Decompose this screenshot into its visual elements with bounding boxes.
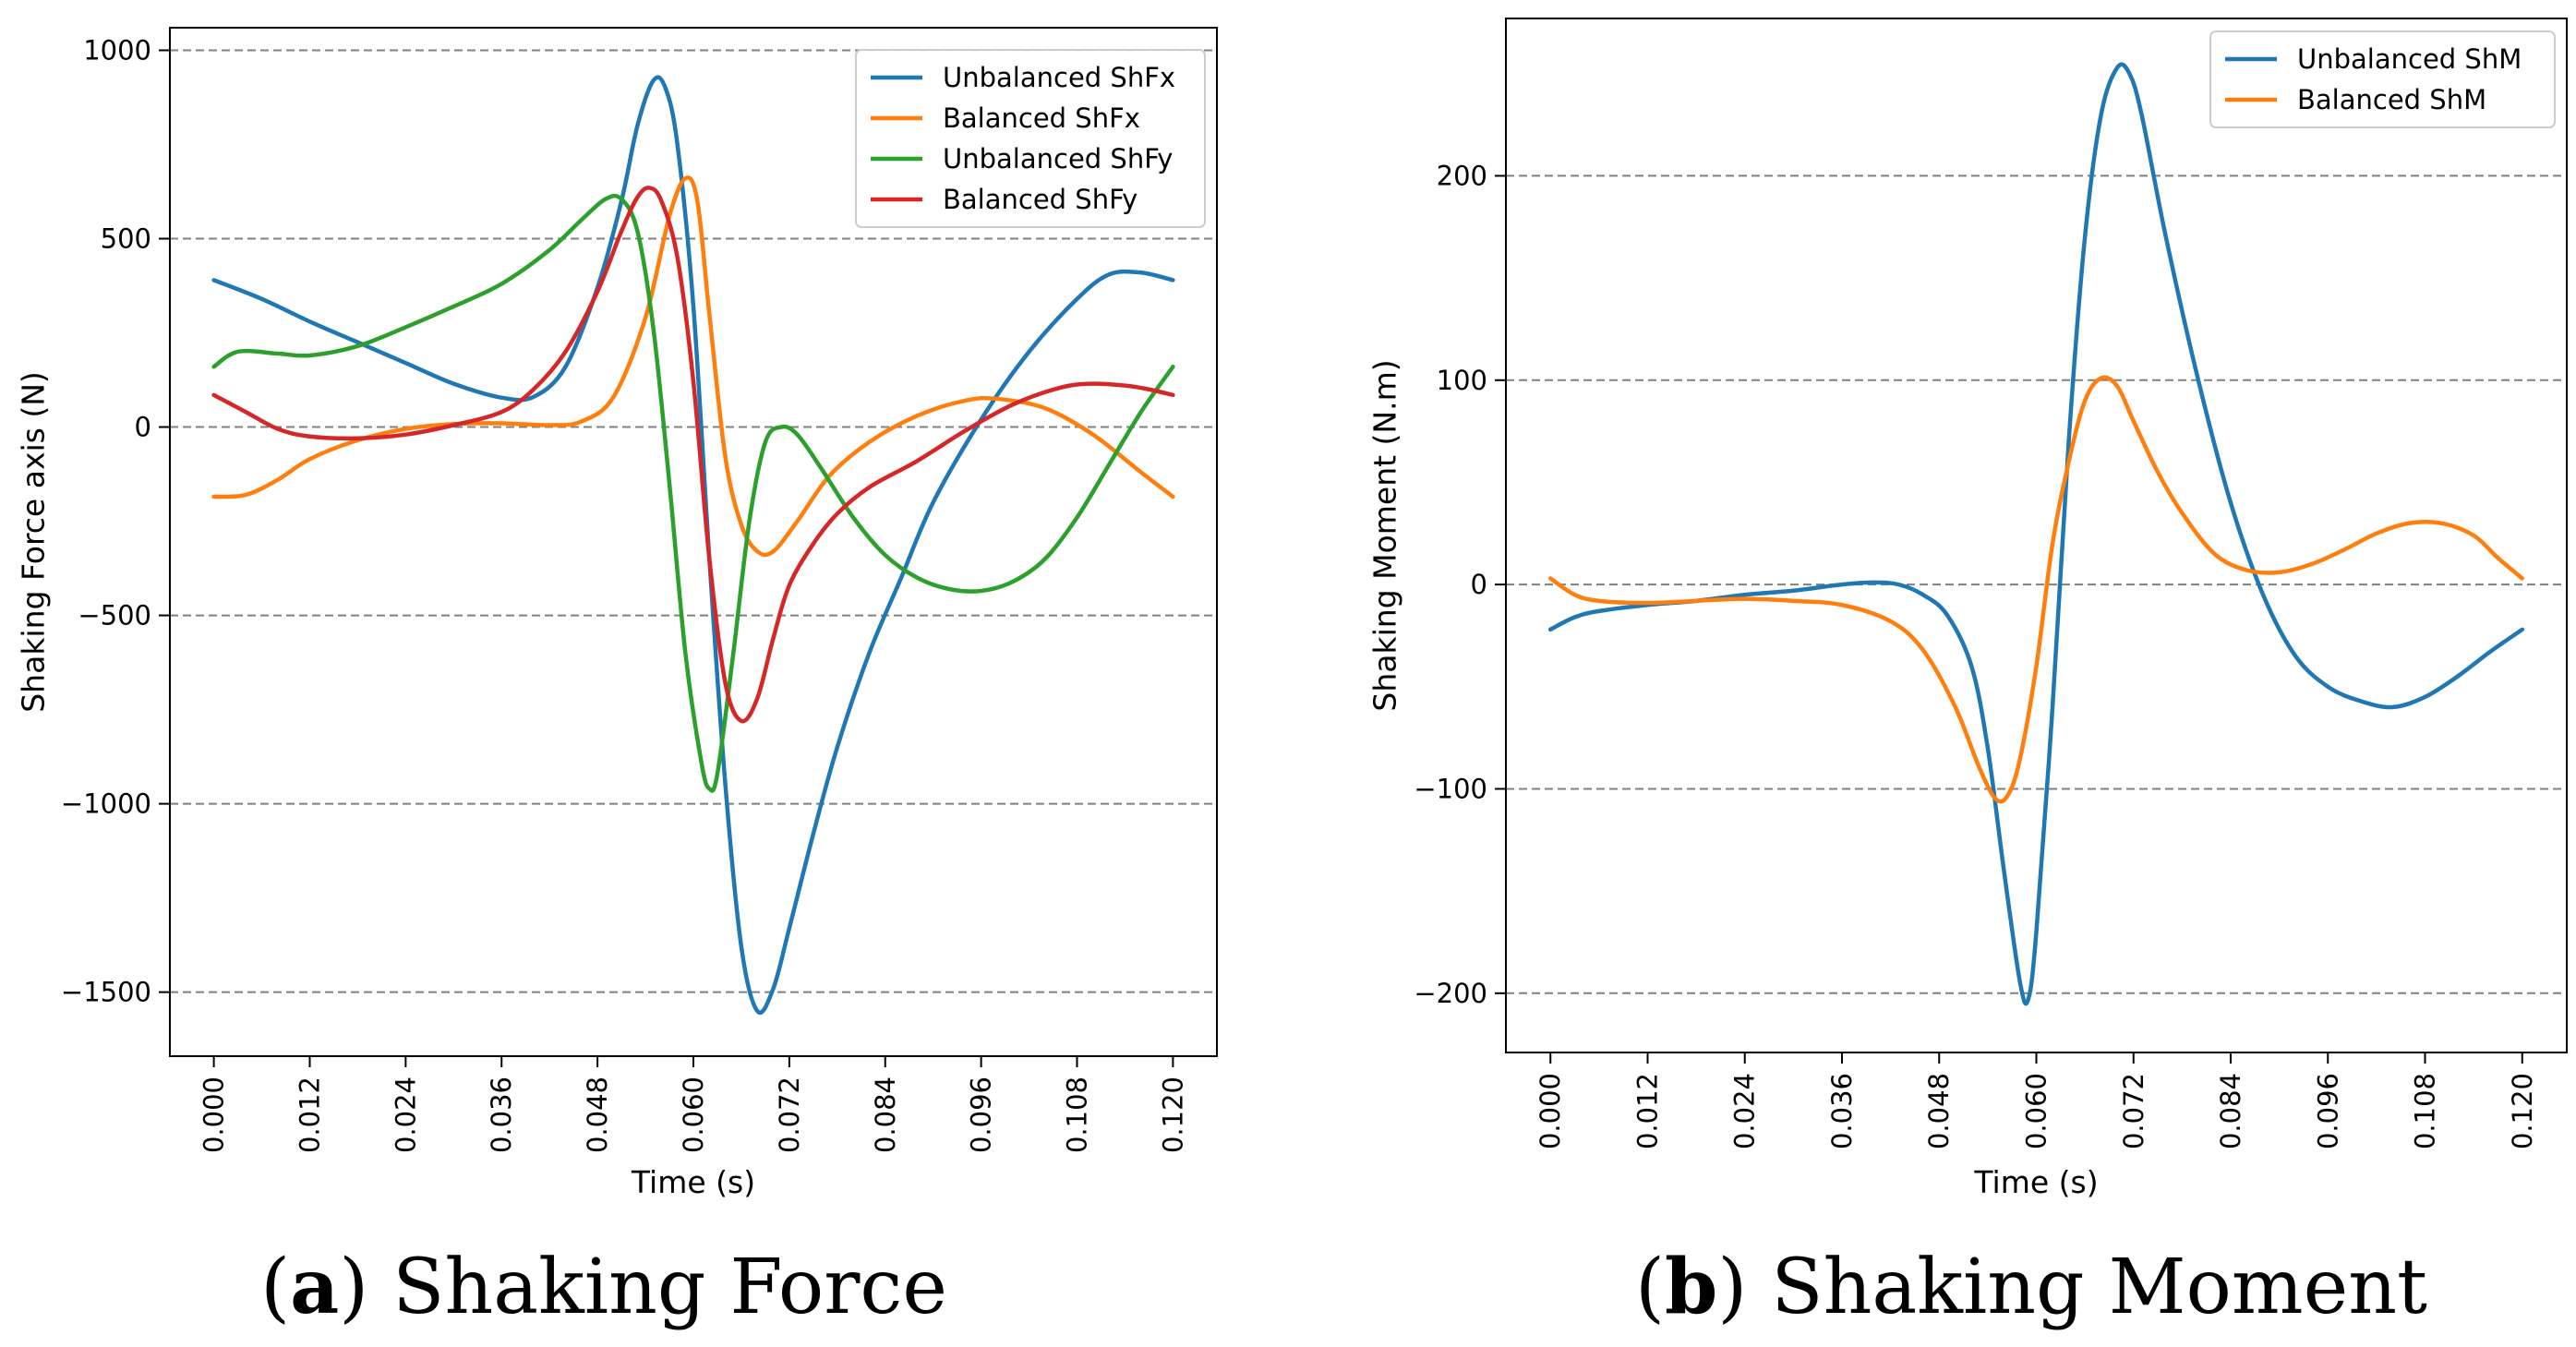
- x-tick-label: 0.084: [870, 1076, 901, 1153]
- x-tick-label: 0.120: [1157, 1076, 1188, 1153]
- x-tick-label: 0.108: [1062, 1076, 1093, 1153]
- legend-label: Balanced ShM: [2297, 84, 2486, 115]
- x-tick-label: 0.048: [1923, 1073, 1955, 1149]
- y-tick-label: 0: [1471, 569, 1487, 600]
- x-tick-label: 0.072: [774, 1076, 805, 1153]
- x-tick-label: 0.012: [1631, 1073, 1663, 1149]
- x-tick-label: 0.024: [390, 1076, 421, 1153]
- y-axis-label: Shaking Moment (N.m): [1367, 359, 1403, 711]
- series-line: [1547, 375, 2525, 804]
- legend-label: Balanced ShFy: [943, 184, 1138, 215]
- y-tick-label: 0: [135, 412, 151, 443]
- x-tick-label: 0.060: [2021, 1073, 2052, 1149]
- legend: Unbalanced ShM Balanced ShM: [2209, 30, 2556, 128]
- x-tick-label: 0.084: [2215, 1073, 2246, 1149]
- y-tick-label: −1000: [61, 788, 151, 820]
- x-tick-label: 0.000: [1535, 1073, 1566, 1149]
- legend-label: Unbalanced ShFx: [943, 62, 1175, 93]
- legend-label: Unbalanced ShM: [2297, 43, 2522, 75]
- series-line: [211, 186, 1175, 724]
- x-tick-label: 0.072: [2118, 1073, 2149, 1149]
- caption-letter: a: [290, 1243, 339, 1331]
- y-tick-label: 1000: [83, 34, 151, 66]
- x-tick-label: 0.012: [294, 1076, 325, 1153]
- x-tick-label: 0.060: [678, 1076, 709, 1153]
- x-axis-label: Time (s): [1973, 1164, 2098, 1200]
- x-tick-label: 0.096: [2312, 1073, 2343, 1149]
- x-tick-label: 0.036: [1826, 1073, 1858, 1149]
- x-tick-label: 0.108: [2410, 1073, 2441, 1149]
- series-line: [1547, 62, 2525, 1006]
- y-tick-label: −1500: [61, 977, 151, 1008]
- y-tick-label: 500: [101, 223, 151, 255]
- y-tick-label: 100: [1437, 365, 1487, 396]
- y-tick-label: −100: [1414, 773, 1487, 804]
- y-tick-label: −500: [78, 600, 151, 631]
- series-line: [211, 175, 1175, 558]
- x-axis-label: Time (s): [631, 1164, 755, 1200]
- x-tick-label: 0.096: [966, 1076, 997, 1153]
- x-tick-label: 0.120: [2507, 1073, 2538, 1149]
- series-line: [211, 75, 1175, 1015]
- x-tick-label: 0.048: [582, 1076, 613, 1153]
- legend-box: [855, 49, 1206, 228]
- legend-label: Unbalanced ShFy: [943, 143, 1173, 174]
- caption-text: Shaking Force: [392, 1244, 947, 1331]
- panel-caption: (b) Shaking Moment: [1635, 1243, 2427, 1331]
- series-line: [211, 193, 1175, 793]
- y-tick-label: −200: [1414, 978, 1487, 1009]
- caption-text: Shaking Moment: [1771, 1244, 2427, 1331]
- panel-caption: (a) Shaking Force: [260, 1243, 947, 1331]
- x-tick-label: 0.000: [199, 1076, 230, 1153]
- y-tick-label: 200: [1437, 160, 1487, 191]
- caption-letter: b: [1665, 1243, 1717, 1331]
- legend-box: [2209, 30, 2556, 128]
- legend: Unbalanced ShFx Balanced ShFx Unbalanced S…: [855, 49, 1206, 228]
- shaking-moment-chart: 0.000 0.012 0.024 0.036 0.048 0.060 0.072 0.084…: [1367, 18, 2568, 1331]
- x-tick-label: 0.024: [1729, 1073, 1761, 1149]
- shaking-force-chart: 0.000 0.012 0.024 0.036 0.048 0.060 0.072 0.084…: [16, 27, 1218, 1331]
- x-tick-label: 0.036: [486, 1076, 517, 1153]
- legend-label: Balanced ShFx: [943, 102, 1140, 134]
- y-axis-label: Shaking Force axis (N): [16, 371, 52, 713]
